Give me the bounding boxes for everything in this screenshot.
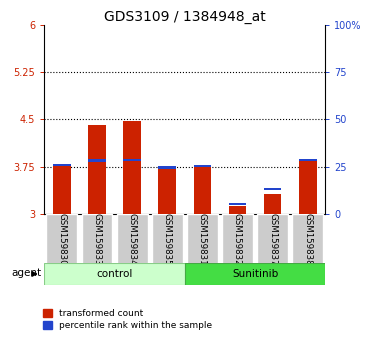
Bar — [264, 194, 281, 214]
Bar — [229, 203, 246, 205]
Bar — [88, 125, 106, 214]
Bar — [123, 159, 141, 161]
Text: GSM159830: GSM159830 — [57, 213, 66, 265]
Text: GSM159838: GSM159838 — [303, 213, 312, 265]
Bar — [292, 214, 323, 264]
Bar — [46, 214, 77, 264]
Text: GSM159831: GSM159831 — [198, 213, 207, 265]
Bar — [185, 263, 325, 285]
Bar — [229, 206, 246, 214]
Bar — [123, 121, 141, 214]
Text: Sunitinib: Sunitinib — [232, 269, 278, 279]
Bar — [152, 214, 183, 264]
Bar — [159, 166, 176, 169]
Bar — [53, 166, 70, 214]
Text: agent: agent — [11, 268, 41, 278]
Bar — [44, 263, 185, 285]
Text: GSM159837: GSM159837 — [268, 213, 277, 265]
Bar — [264, 188, 281, 190]
Text: GSM159834: GSM159834 — [127, 213, 137, 265]
Bar — [257, 214, 288, 264]
Legend: transformed count, percentile rank within the sample: transformed count, percentile rank withi… — [43, 309, 213, 330]
Bar — [299, 160, 316, 214]
Bar — [159, 168, 176, 214]
Bar — [194, 166, 211, 214]
Text: GSM159832: GSM159832 — [233, 213, 242, 265]
Bar — [117, 214, 147, 264]
Bar — [53, 164, 70, 166]
Text: control: control — [96, 269, 133, 279]
Bar — [82, 214, 112, 264]
Bar — [222, 214, 253, 264]
Bar — [194, 165, 211, 167]
Title: GDS3109 / 1384948_at: GDS3109 / 1384948_at — [104, 10, 266, 24]
Bar — [299, 159, 316, 161]
Bar — [88, 159, 106, 162]
Bar — [187, 214, 218, 264]
Text: GSM159835: GSM159835 — [163, 213, 172, 265]
Text: GSM159833: GSM159833 — [92, 213, 102, 265]
